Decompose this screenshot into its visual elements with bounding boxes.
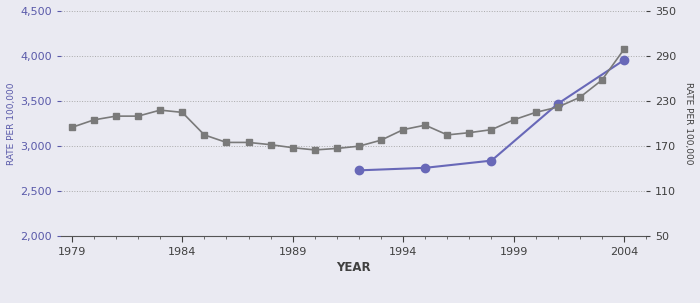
X-axis label: YEAR: YEAR xyxy=(336,261,371,274)
Y-axis label: RATE PER 100,000: RATE PER 100,000 xyxy=(7,82,16,165)
Y-axis label: RATE PER 100,000: RATE PER 100,000 xyxy=(684,82,693,165)
